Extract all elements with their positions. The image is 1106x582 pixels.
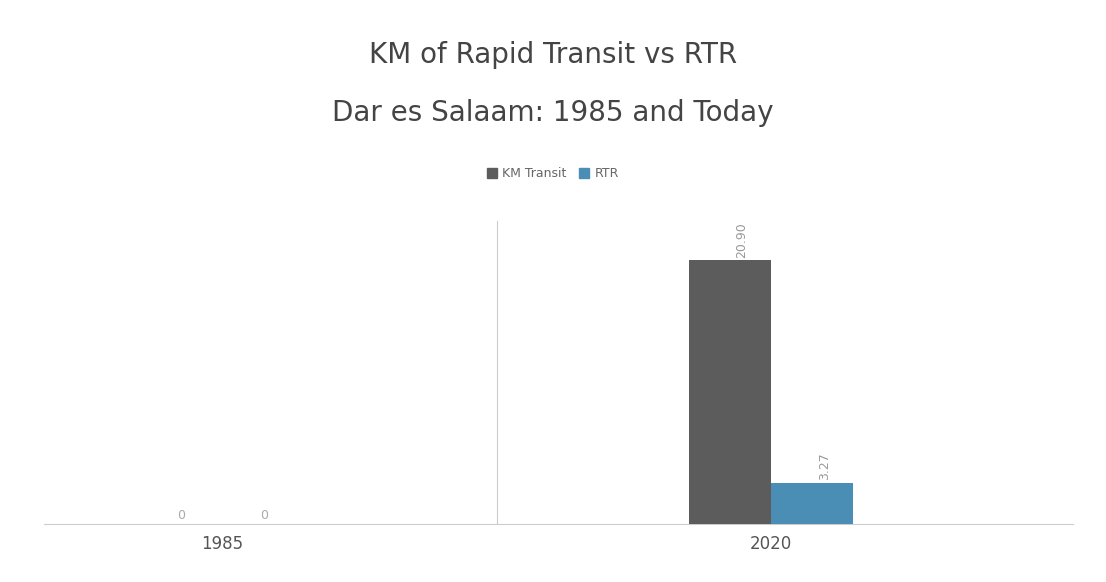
Text: Dar es Salaam: 1985 and Today: Dar es Salaam: 1985 and Today bbox=[332, 99, 774, 127]
Text: 0: 0 bbox=[177, 509, 186, 522]
Text: 0: 0 bbox=[260, 509, 268, 522]
Bar bbox=[771, 482, 854, 524]
Legend: KM Transit, RTR: KM Transit, RTR bbox=[483, 164, 623, 184]
Bar bbox=[689, 260, 771, 524]
Text: KM of Rapid Transit vs RTR: KM of Rapid Transit vs RTR bbox=[369, 41, 737, 69]
Text: 3.27: 3.27 bbox=[817, 452, 831, 480]
Text: 20.90: 20.90 bbox=[735, 222, 749, 258]
